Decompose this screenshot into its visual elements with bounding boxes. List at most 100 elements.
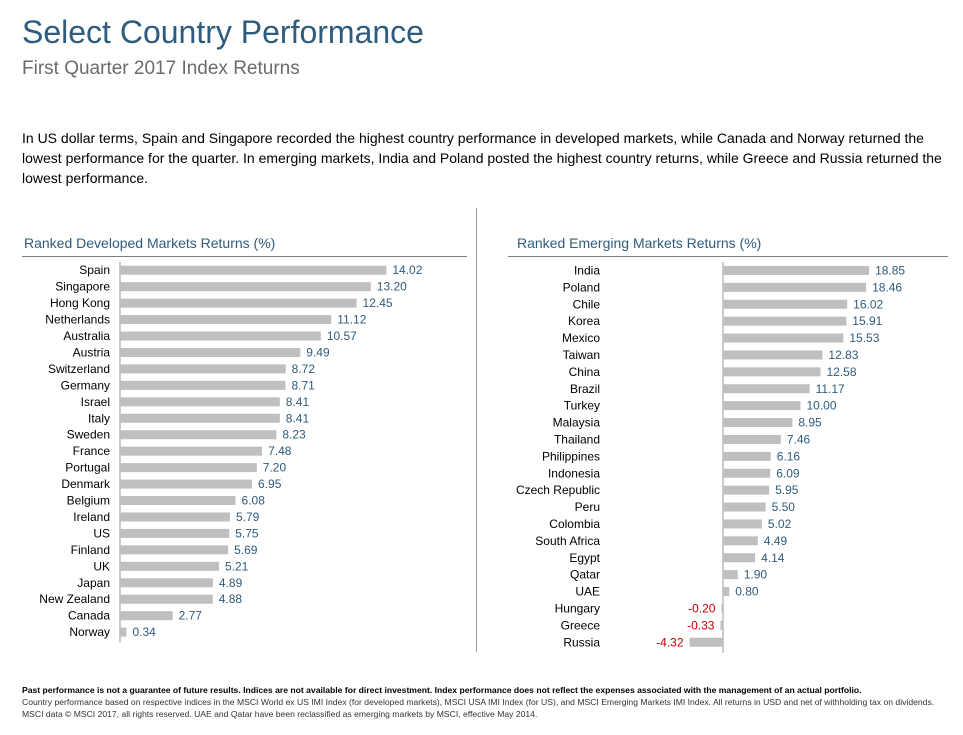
category-label: UK [93,559,110,573]
category-label: Italy [88,411,110,425]
category-label: Austria [73,345,111,359]
value-label: 7.48 [268,444,292,458]
value-label: 7.20 [263,461,287,475]
bar-france [120,446,263,456]
bar-hungary [721,603,723,613]
developed-markets-chart: Spain 14.02 Singapore 13.20 Hong Kong 12.45 Ne… [39,262,423,643]
bar-belgium [120,496,236,506]
category-label: Czech Republic [516,483,600,497]
developed-title-rule [22,256,467,257]
bar-us [120,528,230,538]
bar-netherlands [120,315,332,325]
category-label: Hong Kong [50,296,110,310]
bar-china [723,367,821,377]
bar-uk [120,561,219,571]
developed-chart-title: Ranked Developed Markets Returns (%) [24,235,276,251]
value-label: 8.41 [286,411,310,425]
category-label: South Africa [535,534,600,548]
category-label: Switzerland [48,362,110,376]
value-label: 5.75 [235,526,259,540]
category-label: Chile [573,297,601,311]
value-label: 8.41 [286,395,310,409]
category-label: Qatar [570,568,600,582]
category-label: Ireland [73,510,110,524]
bar-colombia [723,519,762,529]
category-label: India [574,263,600,277]
bar-turkey [723,401,801,411]
value-label: 6.16 [777,449,801,463]
category-label: Thailand [554,432,600,446]
category-label: Malaysia [553,416,601,430]
value-label: 16.02 [853,297,883,311]
value-label: 15.91 [852,314,882,328]
bar-mexico [723,333,844,343]
value-label: 4.14 [761,551,785,565]
bar-switzerland [120,364,286,374]
category-label: Turkey [564,399,600,413]
category-label: Germany [61,378,110,392]
value-label: 6.95 [258,477,282,491]
bar-russia [689,637,723,647]
value-label: 4.49 [764,534,788,548]
category-label: Philippines [542,449,600,463]
bar-denmark [120,479,253,489]
category-label: France [73,444,111,458]
bar-norway [120,627,127,637]
category-label: Israel [81,395,110,409]
intro-paragraph: In US dollar terms, Spain and Singapore … [22,130,942,186]
value-label: 8.23 [282,428,306,442]
footnote-text: Country performance based on respective … [22,697,935,719]
value-label: 8.72 [292,362,316,376]
value-label: 10.00 [807,399,837,413]
category-label: Korea [568,314,600,328]
value-label: 0.34 [132,625,156,639]
bar-indonesia [723,468,771,478]
bar-spain [120,265,387,275]
category-label: Colombia [549,517,600,531]
category-label: Russia [563,635,600,649]
value-label: -0.33 [687,618,715,632]
value-label: 18.85 [875,263,905,277]
value-label: 8.95 [798,416,822,430]
value-label: 11.12 [337,313,366,327]
value-label: 5.21 [225,559,249,573]
category-label: Norway [69,625,110,639]
value-label: 6.08 [242,494,266,508]
value-label: -4.32 [656,635,684,649]
category-label: Peru [575,500,600,514]
bar-korea [723,316,847,326]
bar-south-africa [723,536,758,546]
value-label: 0.80 [735,585,759,599]
category-label: Sweden [67,428,110,442]
bar-hong-kong [120,298,357,308]
category-label: Japan [77,576,110,590]
category-label: Indonesia [548,466,600,480]
value-label: 14.02 [392,263,422,277]
footnote-disclaimer: Past performance is not a guarantee of f… [22,685,862,695]
category-label: Finland [71,543,110,557]
category-label: Egypt [569,551,600,565]
value-label: 5.95 [775,483,799,497]
page-subtitle: First Quarter 2017 Index Returns [22,58,300,79]
bar-uae [723,587,730,597]
value-label: 6.09 [776,466,800,480]
value-label: 5.69 [234,543,258,557]
bar-finland [120,545,229,555]
category-label: Mexico [562,331,600,345]
bar-israel [120,397,280,407]
value-label: 4.88 [219,592,243,606]
bar-egypt [723,553,756,563]
bar-brazil [723,384,810,394]
bar-singapore [120,282,371,292]
category-label: Taiwan [563,348,600,362]
value-label: 11.17 [816,382,845,396]
category-label: Poland [563,280,600,294]
value-label: 5.79 [236,510,260,524]
category-label: Australia [63,329,110,343]
bar-portugal [120,463,257,473]
bar-chile [723,299,848,309]
value-label: 12.58 [826,365,856,379]
category-label: Greece [561,618,601,632]
category-label: Belgium [67,494,110,508]
page-title: Select Country Performance [22,14,424,50]
